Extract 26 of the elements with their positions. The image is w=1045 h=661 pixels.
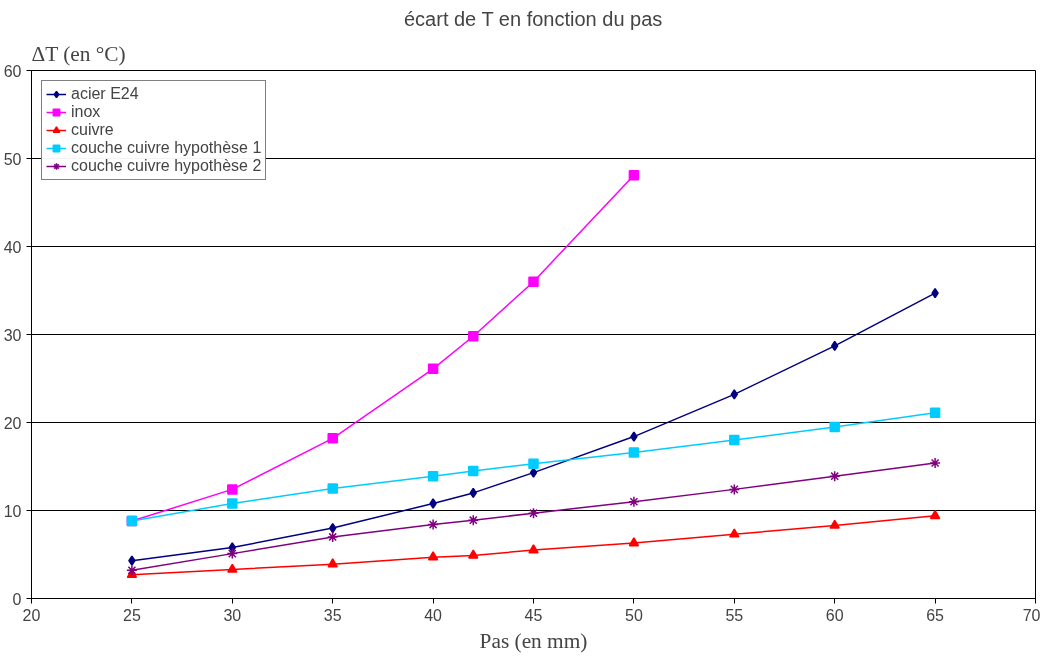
- y-tick-label: 40: [3, 238, 22, 256]
- y-axis-title: ΔT (en °C): [31, 41, 126, 66]
- x-tick-label: 35: [323, 606, 342, 624]
- y-tick-label: 60: [3, 62, 22, 80]
- x-tick-label: 50: [625, 606, 643, 624]
- x-tick-label: 20: [22, 606, 41, 624]
- y-tick-label: 30: [3, 326, 22, 344]
- legend-label: cuivre: [71, 121, 114, 139]
- x-tick-label: 30: [223, 606, 242, 624]
- x-tick-label: 55: [725, 606, 744, 624]
- legend-label: acier E24: [71, 85, 139, 103]
- y-tick-label: 50: [3, 150, 22, 168]
- legend-label: inox: [71, 103, 101, 121]
- y-tick-label: 0: [12, 590, 22, 608]
- y-tick-label: 10: [3, 502, 22, 520]
- legend-label: couche cuivre hypothèse 2: [71, 157, 262, 175]
- y-tick-label: 20: [3, 414, 22, 432]
- x-tick-label: 60: [825, 606, 844, 624]
- x-axis-title: Pas (en mm): [479, 628, 588, 653]
- x-tick-label: 45: [524, 606, 543, 624]
- chart-title: écart de T en fonction du pas: [403, 7, 663, 30]
- x-tick-label: 40: [424, 606, 443, 624]
- legend-label: couche cuivre hypothèse 1: [71, 139, 262, 157]
- x-tick-label: 25: [123, 606, 141, 624]
- x-tick-label: 70: [1022, 606, 1041, 624]
- x-tick-label: 65: [926, 606, 945, 624]
